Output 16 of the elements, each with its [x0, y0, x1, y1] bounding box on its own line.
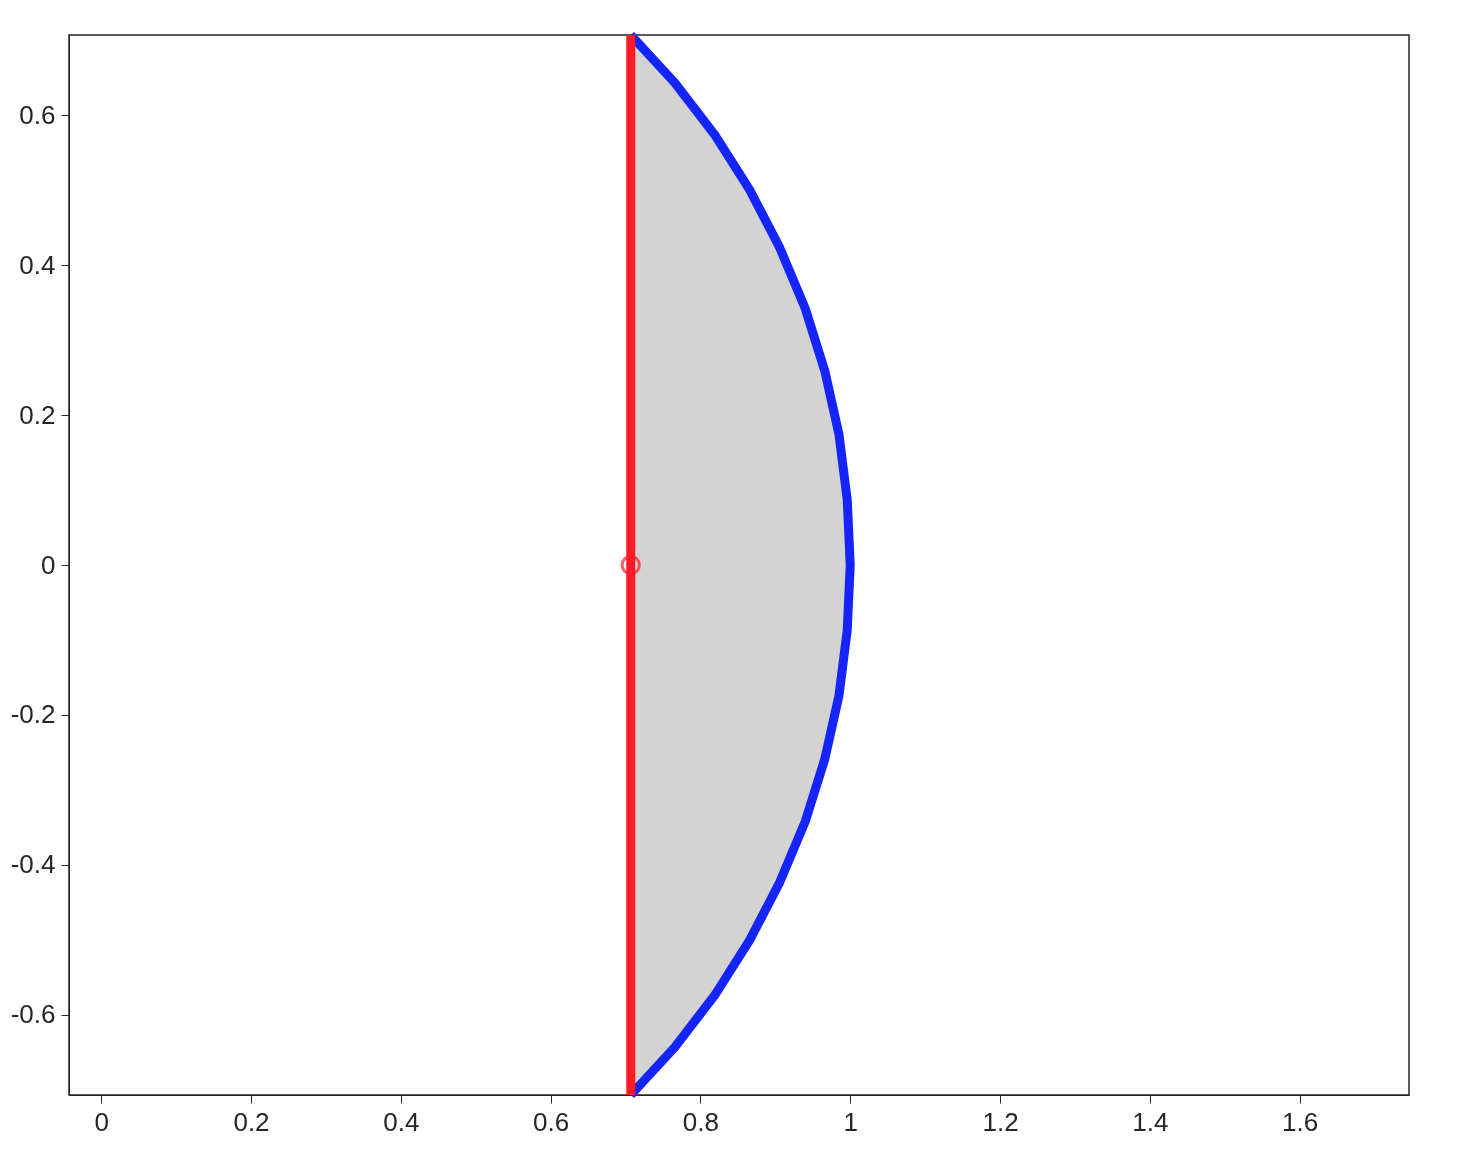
- y-tick-label: -0.6: [10, 999, 56, 1030]
- y-tick-label: 0.4: [19, 249, 56, 280]
- x-tick-label: 0.6: [533, 1106, 570, 1137]
- y-tick-label: -0.2: [10, 699, 56, 730]
- y-tick-label: 0.6: [19, 99, 56, 130]
- x-tick-label: 0.2: [233, 1106, 270, 1137]
- x-tick-label: 0: [94, 1106, 109, 1137]
- x-tick-label: 0.4: [383, 1106, 420, 1137]
- y-tick-label: 0: [41, 549, 56, 580]
- y-tick-label: -0.4: [10, 849, 56, 880]
- x-tick-label: 1.4: [1132, 1106, 1169, 1137]
- x-tick-label: 1.6: [1282, 1106, 1319, 1137]
- x-tick-label: 1.2: [982, 1106, 1019, 1137]
- x-tick-label: 0.8: [682, 1106, 719, 1137]
- x-tick-label: 1: [843, 1106, 858, 1137]
- y-tick-label: 0.2: [19, 399, 56, 430]
